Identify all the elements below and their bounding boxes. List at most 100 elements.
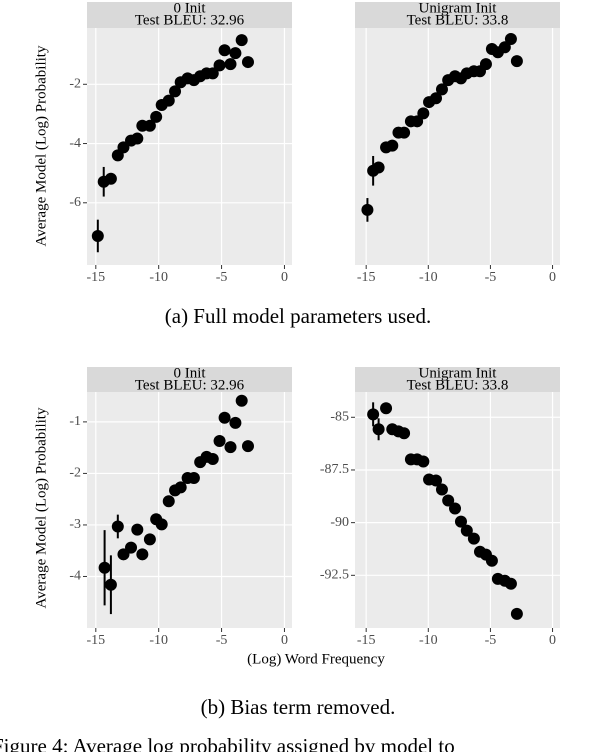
point <box>372 423 385 436</box>
point <box>235 34 248 47</box>
point <box>206 67 219 80</box>
point <box>467 532 480 545</box>
y-tick-label: -92.5 <box>320 568 349 583</box>
y-tick-label: -87.5 <box>320 462 349 477</box>
point <box>380 402 393 415</box>
y-axis-label: Average Model (Log) Probability <box>33 45 49 246</box>
point <box>131 132 144 145</box>
y-tick-label: -90 <box>330 515 349 530</box>
point <box>435 483 448 496</box>
point <box>150 110 163 123</box>
point <box>155 518 168 531</box>
y-tick-label: -85 <box>330 410 349 425</box>
x-axis-label: (Log) Word Frequency <box>247 651 385 667</box>
point <box>104 578 117 591</box>
y-tick-label: -4 <box>69 136 81 151</box>
point <box>235 394 248 407</box>
strip-title: Unigram Init <box>419 0 498 16</box>
point <box>449 502 462 515</box>
strip-title: 0 Init <box>173 0 206 16</box>
x-tick-label: 0 <box>281 633 288 648</box>
point <box>111 520 124 533</box>
point <box>218 411 231 424</box>
x-tick-label: 0 <box>281 270 288 285</box>
x-tick-label: -10 <box>419 270 438 285</box>
point <box>398 427 411 440</box>
y-tick-label: -2 <box>69 466 81 481</box>
figure-caption: Figure 4: Average log probability assign… <box>0 734 455 752</box>
point <box>498 41 511 54</box>
point <box>218 44 231 57</box>
point <box>131 523 144 536</box>
point <box>430 92 443 105</box>
x-tick-label: 0 <box>549 633 556 648</box>
point <box>224 441 237 454</box>
point <box>125 541 138 554</box>
point <box>206 452 219 465</box>
point <box>98 561 111 574</box>
point <box>143 119 156 132</box>
point <box>479 58 492 71</box>
caption: (a) Full model parameters used. <box>165 304 432 328</box>
x-tick-label: -5 <box>485 270 497 285</box>
x-tick-label: -5 <box>216 633 228 648</box>
caption: (b) Bias term removed. <box>201 695 396 719</box>
x-tick-label: -10 <box>419 633 438 648</box>
x-tick-label: -5 <box>216 270 228 285</box>
point <box>510 607 523 620</box>
point <box>367 408 380 421</box>
point <box>435 83 448 96</box>
point <box>213 434 226 447</box>
strip-title: 0 Init <box>173 365 206 381</box>
point <box>454 515 467 528</box>
point <box>372 161 385 174</box>
point <box>104 172 117 185</box>
point <box>241 56 254 69</box>
y-tick-label: -4 <box>69 569 81 584</box>
point <box>386 139 399 152</box>
x-tick-label: -15 <box>357 270 376 285</box>
y-axis-label: Average Model (Log) Probability <box>33 407 49 608</box>
point <box>398 126 411 139</box>
x-tick-label: -10 <box>149 270 168 285</box>
y-tick-label: -3 <box>69 517 81 532</box>
point <box>213 59 226 72</box>
point <box>504 32 517 45</box>
strip <box>87 367 292 392</box>
x-tick-label: -15 <box>357 633 376 648</box>
strip-subtitle: Test BLEU: 33.8 <box>407 377 509 393</box>
point <box>143 533 156 546</box>
strip-title: Unigram Init <box>419 365 498 381</box>
x-tick-label: 0 <box>549 270 556 285</box>
y-tick-label: -2 <box>69 77 81 92</box>
point <box>224 58 237 71</box>
x-tick-label: -10 <box>149 633 168 648</box>
strip-subtitle: Test BLEU: 32.96 <box>135 12 245 28</box>
y-tick-label: -1 <box>69 414 81 429</box>
point <box>417 107 430 120</box>
strip-subtitle: Test BLEU: 32.96 <box>135 377 245 393</box>
point <box>169 85 182 98</box>
point <box>417 455 430 468</box>
point <box>91 229 104 242</box>
point <box>442 494 455 507</box>
x-tick-label: -5 <box>485 633 497 648</box>
point <box>361 203 374 216</box>
plot-background <box>87 392 292 628</box>
strip-subtitle: Test BLEU: 33.8 <box>407 12 509 28</box>
x-tick-label: -15 <box>86 270 105 285</box>
point <box>162 94 175 107</box>
point <box>187 472 200 485</box>
point <box>229 416 242 429</box>
point <box>241 440 254 453</box>
strip <box>355 367 560 392</box>
point <box>510 55 523 68</box>
point <box>162 495 175 508</box>
strip <box>355 2 560 28</box>
strip <box>87 2 292 28</box>
